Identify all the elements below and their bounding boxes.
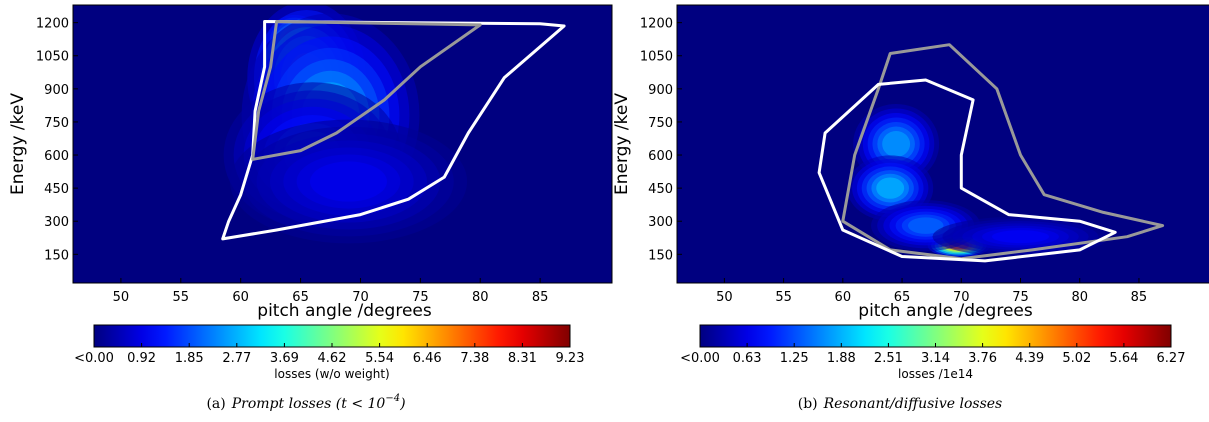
colorbar-tick-label: 5.02 [1062,351,1091,366]
x-tick-label: 60 [232,290,249,305]
colorbar-tick-label: 4.62 [318,351,347,366]
colorbar-tick-label: 8.31 [508,351,537,366]
colorbar-tick-label: 1.25 [780,351,809,366]
y-tick-label: 750 [648,116,673,131]
x-tick-label: 60 [835,290,852,305]
y-tick-label: 450 [648,182,673,197]
plot-frame [72,4,613,284]
colorbar-tick-label: 7.38 [460,351,489,366]
x-tick-label: 80 [472,290,489,305]
y-tick-label: 750 [44,116,69,131]
colorbar-tick-label: 6.27 [1157,351,1186,366]
x-tick-label: 65 [292,290,309,305]
figure-caption: (a) Prompt losses (t < 10−4) [206,393,405,412]
heat-cell [876,177,905,199]
colorbar-tick-label: 1.88 [827,351,856,366]
x-tick-label: 85 [1131,290,1148,305]
y-tick-label: 1050 [36,50,69,65]
x-tick-label: 65 [894,290,911,305]
colorbar-tick-label: 0.92 [127,351,156,366]
contour-line [841,43,1165,261]
colorbar-label: losses (w/o weight) [274,367,389,381]
contour-line [251,20,482,161]
caption-exponent: −4 [385,393,400,404]
y-tick-label: 1200 [36,17,69,32]
y-axis-label: Energy /keV [612,93,632,195]
caption-prefix: (a) [206,396,225,412]
panel-a: 50 55 60 65 70 75 80 85 150 300 450 600 750 900 1050 12… [8,4,613,412]
colorbar-label: losses /1e14 [898,367,973,381]
colorbar-tick-label: 1.85 [175,351,204,366]
x-tick-label: 80 [1071,290,1088,305]
y-tick-label: 300 [648,215,673,230]
y-tick-label: 300 [44,215,69,230]
x-tick-label: 70 [953,290,970,305]
panel-b: 50 55 60 65 70 75 80 85 150 300 450 600 750 900 1050 12… [612,4,1209,412]
colorbar-tick-label: 2.77 [222,351,251,366]
y-tick-label: 1200 [640,17,673,32]
x-tick-label: 50 [113,290,130,305]
x-tick-label: 50 [716,290,733,305]
x-tick-label: 55 [173,290,190,305]
heat-cell [907,217,944,234]
y-tick-label: 150 [44,248,69,263]
colorbar-tick-label: <0.00 [680,351,720,366]
plot-frame [676,4,1209,284]
y-tick-label: 900 [44,83,69,98]
y-tick-label: 1050 [640,50,673,65]
colorbar-tick-label: 5.54 [365,351,394,366]
caption-prefix: (b) [798,396,818,412]
x-tick-label: 70 [352,290,369,305]
colorbar-tick-label: 3.69 [270,351,299,366]
colorbar-tick-label: 2.51 [874,351,903,366]
colorbar-tick-label: 9.23 [556,351,585,366]
colorbar-tick-label: <0.00 [74,351,114,366]
y-tick-label: 600 [44,149,69,164]
y-tick-label: 600 [648,149,673,164]
y-tick-label: 150 [648,248,673,263]
x-axis-label: pitch angle /degrees [858,301,1033,321]
caption-suffix: ) [399,396,405,412]
colorbar-tick-label: 6.46 [413,351,442,366]
x-tick-label: 75 [1012,290,1029,305]
colorbar-tick-label: 4.39 [1015,351,1044,366]
y-tick-label: 450 [44,182,69,197]
contour-line [221,20,566,241]
figure-caption: (b) Resonant/diffusive losses [798,396,1002,412]
colorbar-tick-label: 3.14 [921,351,950,366]
x-tick-label: 75 [412,290,429,305]
heat-cell [991,230,1050,244]
x-axis-label: pitch angle /degrees [257,301,432,321]
colorbar-tick-label: 3.76 [968,351,997,366]
caption-text: Prompt losses (t < 10 [231,396,386,412]
y-axis-label: Energy /keV [8,93,28,195]
contour-line [817,78,1117,263]
x-tick-label: 55 [775,290,792,305]
caption-text: Resonant/diffusive losses [823,396,1003,412]
colorbar-tick-label: 0.63 [733,351,762,366]
colorbar-tick-label: 5.64 [1109,351,1138,366]
heat-cell [882,130,911,158]
x-tick-label: 85 [532,290,549,305]
y-tick-label: 900 [648,83,673,98]
heat-cell [309,161,387,202]
heatmap-layer [847,103,1109,258]
